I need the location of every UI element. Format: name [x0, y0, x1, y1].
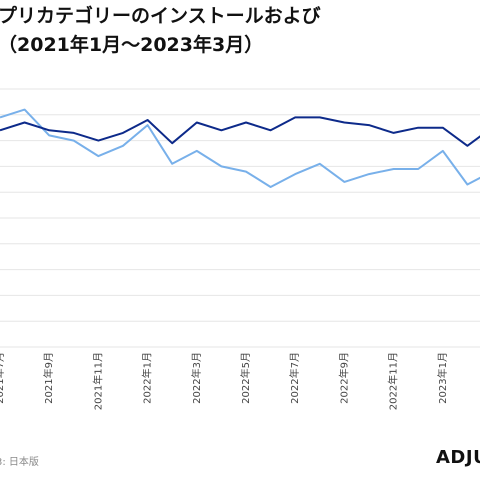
series-lines — [0, 108, 480, 188]
x-tick-label: 2021年9月 — [42, 352, 55, 404]
x-axis-ticks: 2021年7月 2021年9月 2021年11月 2022年1月 2022年3月 2022… — [0, 352, 449, 410]
x-tick-label: 2021年11月 — [91, 352, 104, 410]
series-line — [0, 116, 480, 147]
x-tick-label: 2023年1月 — [436, 352, 449, 404]
chart-title-line-1: プリカテゴリーのインストールおよび — [0, 5, 321, 27]
adjust-logo: ADJU — [436, 447, 480, 468]
x-tick-label: 2022年1月 — [141, 352, 154, 404]
series-line — [0, 108, 480, 188]
chart-title: プリカテゴリーのインストールおよび （2021年1月〜2023年3月） — [0, 2, 480, 60]
x-tick-label: 2022年5月 — [239, 352, 252, 404]
x-tick-label: 2022年9月 — [337, 352, 350, 404]
x-tick-label: 2022年11月 — [387, 352, 400, 410]
source-note: 3: 日本版 — [0, 457, 39, 468]
chart-title-line-2: （2021年1月〜2023年3月） — [0, 34, 264, 56]
x-tick-label: 2022年7月 — [288, 352, 301, 404]
grid-lines — [0, 88, 480, 348]
x-tick-label: 2021年7月 — [0, 352, 6, 404]
x-tick-label: 2022年3月 — [190, 352, 203, 404]
